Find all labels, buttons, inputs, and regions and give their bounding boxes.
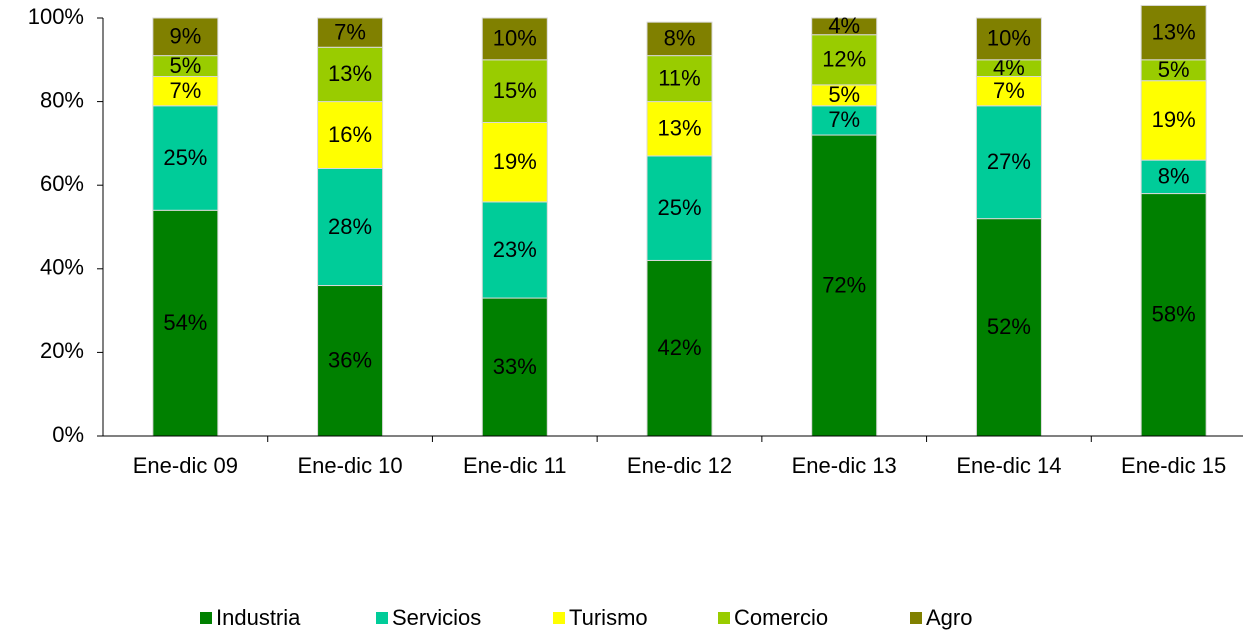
- data-label: 52%: [987, 314, 1031, 339]
- x-tick-label: Ene-dic 09: [133, 453, 238, 478]
- legend-swatch: [910, 612, 922, 624]
- x-tick-label: Ene-dic 11: [463, 453, 567, 478]
- legend-label: Agro: [926, 605, 972, 630]
- x-tick-label: Ene-dic 10: [297, 453, 402, 478]
- bar-segment: [481, 297, 548, 437]
- data-label: 19%: [1152, 107, 1196, 132]
- bar-segment: [317, 285, 384, 437]
- data-label: 15%: [493, 78, 537, 103]
- data-label: 72%: [822, 272, 866, 297]
- data-label: 8%: [664, 26, 696, 51]
- data-label: 7%: [169, 78, 201, 103]
- legend-swatch: [718, 612, 730, 624]
- y-tick-label: 60%: [40, 171, 84, 196]
- data-label: 54%: [163, 310, 207, 335]
- legend-label: Servicios: [392, 605, 481, 630]
- x-tick-label: Ene-dic 13: [792, 453, 897, 478]
- bar-segment: [317, 17, 384, 48]
- x-tick-label: Ene-dic 15: [1121, 453, 1226, 478]
- bar-segment: [1140, 80, 1207, 161]
- data-label: 25%: [163, 145, 207, 170]
- data-label: 7%: [334, 19, 366, 44]
- data-label: 23%: [493, 237, 537, 262]
- data-label: 16%: [328, 122, 372, 147]
- data-label: 10%: [493, 26, 537, 51]
- bar-segment: [317, 46, 384, 103]
- y-tick-label: 100%: [28, 4, 84, 29]
- x-tick-label: Ene-dic 12: [627, 453, 732, 478]
- bar-segment: [975, 76, 1042, 107]
- bar-segment: [481, 17, 548, 61]
- data-label: 5%: [169, 53, 201, 78]
- data-label: 42%: [657, 335, 701, 360]
- bar-segment: [646, 21, 713, 57]
- legend-swatch: [553, 612, 565, 624]
- data-label: 8%: [1158, 164, 1190, 189]
- data-label: 5%: [828, 82, 860, 107]
- data-label: 9%: [169, 24, 201, 49]
- y-tick-label: 80%: [40, 87, 84, 112]
- data-label: 5%: [1158, 57, 1190, 82]
- y-tick-label: 0%: [52, 422, 84, 447]
- bar-segment: [811, 134, 878, 437]
- data-label: 19%: [493, 149, 537, 174]
- legend-swatch: [200, 612, 212, 624]
- data-label: 13%: [657, 116, 701, 141]
- bar-segment: [317, 101, 384, 169]
- legend-swatch: [376, 612, 388, 624]
- data-label: 4%: [828, 13, 860, 38]
- data-label: 13%: [1152, 19, 1196, 44]
- y-tick-label: 20%: [40, 338, 84, 363]
- data-label: 12%: [822, 47, 866, 72]
- bar-segment: [646, 155, 713, 261]
- data-label: 11%: [658, 65, 700, 90]
- legend-label: Comercio: [734, 605, 828, 630]
- data-label: 27%: [987, 149, 1031, 174]
- data-label: 13%: [328, 61, 372, 86]
- bar-segment: [317, 167, 384, 287]
- data-label: 7%: [993, 78, 1025, 103]
- bar-segment: [152, 76, 219, 107]
- bar-segment: [975, 17, 1042, 61]
- bar-segment: [152, 17, 219, 57]
- data-label: 28%: [328, 214, 372, 239]
- data-label: 58%: [1152, 302, 1196, 327]
- data-label: 25%: [657, 195, 701, 220]
- bar-segment: [481, 59, 548, 123]
- bar-segment: [481, 201, 548, 299]
- bar-segment: [1140, 4, 1207, 61]
- bar-segment: [152, 105, 219, 211]
- bar-segment: [811, 105, 878, 136]
- bar-segment: [646, 55, 713, 103]
- x-tick-label: Ene-dic 14: [956, 453, 1061, 478]
- bar-segment: [646, 101, 713, 157]
- data-label: 36%: [328, 348, 372, 373]
- legend-label: Industria: [216, 605, 301, 630]
- bar-segment: [811, 17, 878, 36]
- data-label: 7%: [828, 107, 860, 132]
- data-label: 33%: [493, 354, 537, 379]
- y-tick-label: 40%: [40, 255, 84, 280]
- legend-label: Turismo: [569, 605, 648, 630]
- data-label: 10%: [987, 26, 1031, 51]
- bar-segment: [481, 122, 548, 203]
